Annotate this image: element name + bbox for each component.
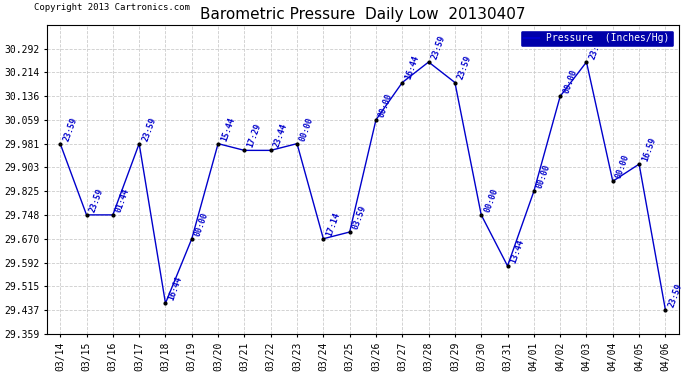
Text: 00:00: 00:00 [193, 211, 210, 237]
Text: 01:44: 01:44 [115, 187, 131, 213]
Title: Barometric Pressure  Daily Low  20130407: Barometric Pressure Daily Low 20130407 [200, 7, 526, 22]
Text: 17:29: 17:29 [246, 122, 263, 149]
Text: 23:59: 23:59 [61, 116, 79, 142]
Text: 00:00: 00:00 [535, 164, 552, 190]
Text: 00:00: 00:00 [298, 116, 315, 142]
Text: Copyright 2013 Cartronics.com: Copyright 2013 Cartronics.com [34, 3, 190, 12]
Text: 00:00: 00:00 [614, 153, 631, 180]
Text: 00:00: 00:00 [377, 92, 395, 118]
Text: 23:44: 23:44 [272, 122, 289, 149]
Text: 16:59: 16:59 [640, 136, 658, 163]
Text: 00:00: 00:00 [482, 187, 500, 213]
Text: 15:44: 15:44 [219, 116, 237, 142]
Legend: Pressure  (Inches/Hg): Pressure (Inches/Hg) [520, 30, 673, 47]
Text: 16:44: 16:44 [404, 54, 421, 81]
Text: 23:59: 23:59 [667, 282, 684, 309]
Text: 03:59: 03:59 [351, 204, 368, 231]
Text: 23:59: 23:59 [588, 34, 605, 61]
Text: 23:59: 23:59 [88, 187, 105, 213]
Text: 00:00: 00:00 [562, 68, 578, 95]
Text: 23:59: 23:59 [456, 54, 473, 81]
Text: 17:14: 17:14 [325, 211, 342, 237]
Text: 13:44: 13:44 [509, 238, 526, 264]
Text: 23:59: 23:59 [430, 34, 447, 61]
Text: 16:44: 16:44 [167, 275, 184, 302]
Text: 23:59: 23:59 [141, 116, 157, 142]
